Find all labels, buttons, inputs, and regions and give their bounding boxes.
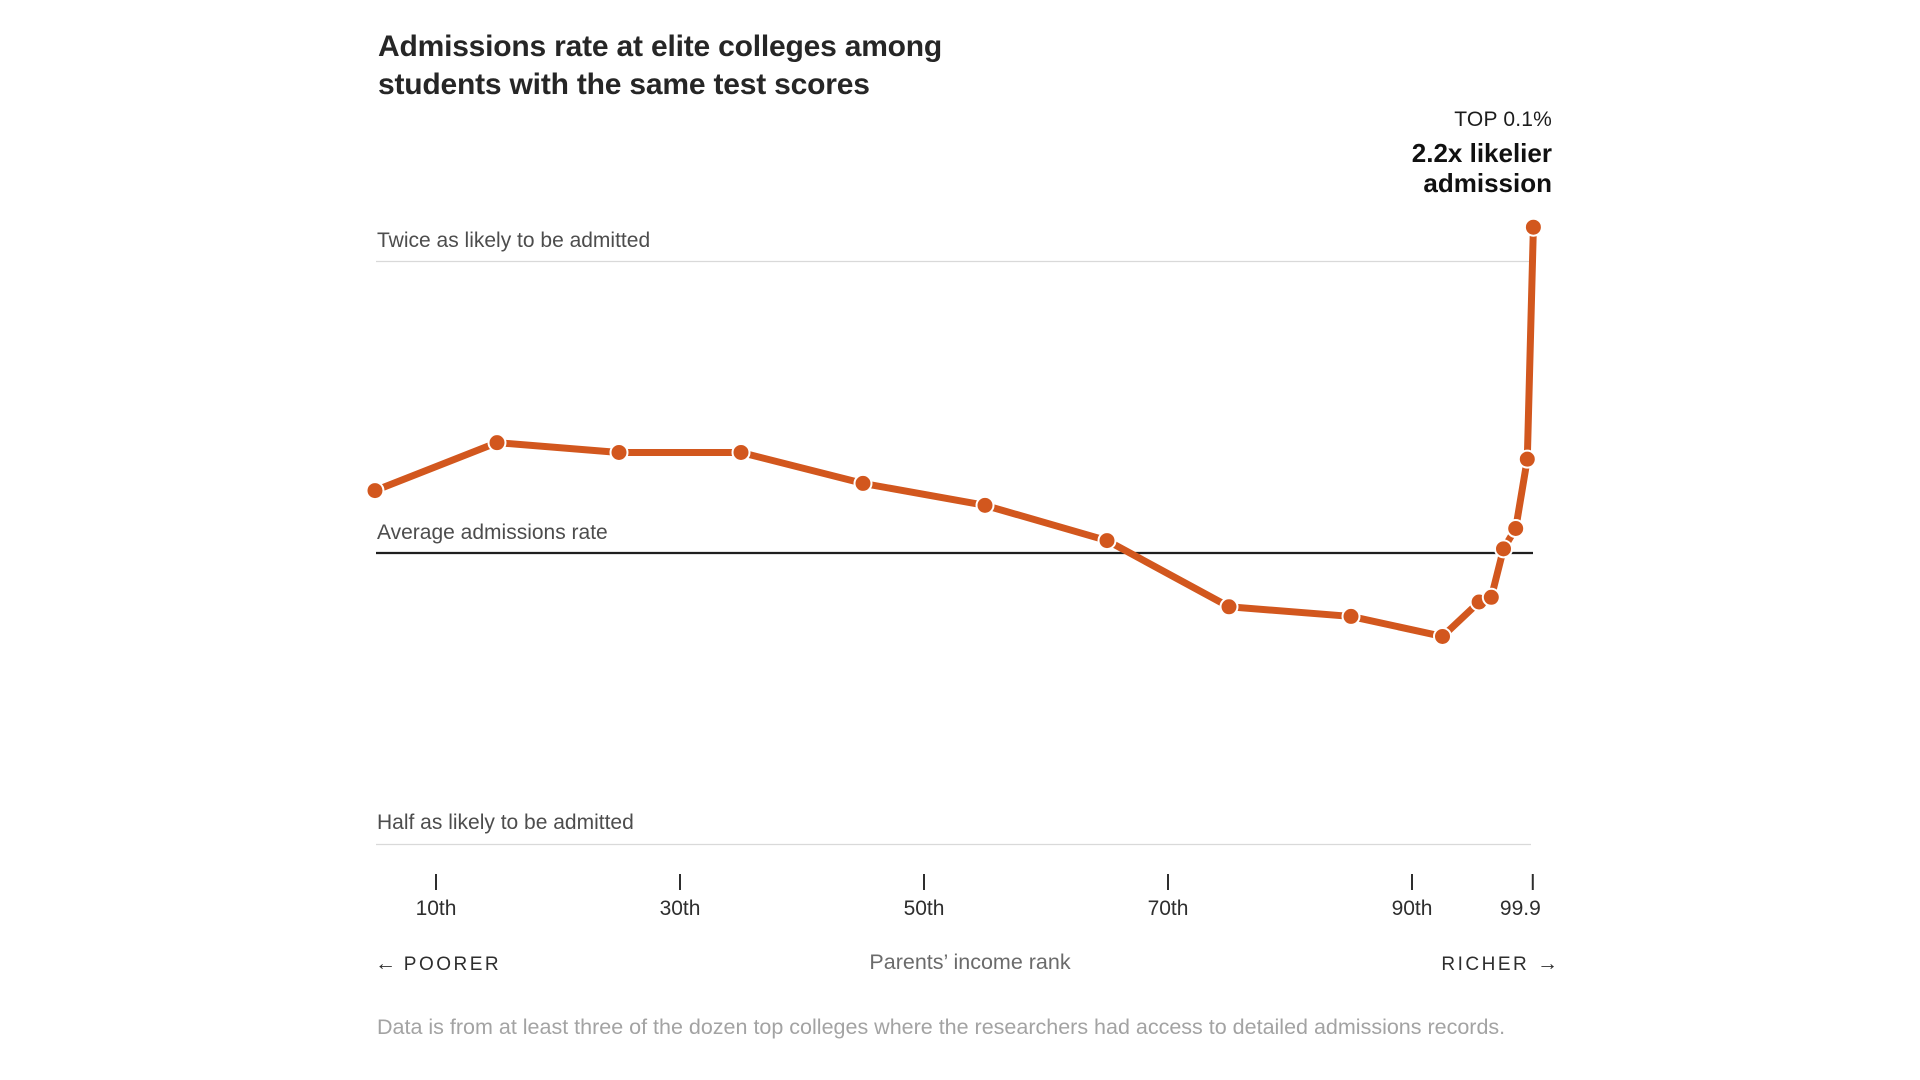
x-tick-label: 50th <box>903 897 945 920</box>
data-line <box>371 223 1537 640</box>
reference-label-half: Half as likely to be admitted <box>377 811 634 834</box>
data-point <box>1481 587 1501 607</box>
data-point <box>1506 518 1526 538</box>
data-point <box>365 481 385 501</box>
peak-annotation: TOP 0.1% 2.2x likelier admission <box>1292 108 1552 198</box>
data-point <box>1341 606 1361 626</box>
data-point <box>487 433 507 453</box>
x-tick-label: 30th <box>659 897 701 920</box>
data-point <box>731 442 751 462</box>
data-point <box>1494 539 1513 559</box>
chart-footnote: Data is from at least three of the dozen… <box>377 1015 1506 1039</box>
data-point <box>1523 217 1543 237</box>
x-tick-label: 90th <box>1391 897 1433 920</box>
x-axis-caption-poorer: ← POORER <box>375 952 501 976</box>
data-point <box>1433 626 1452 646</box>
reference-label-average: Average admissions rate <box>377 521 608 544</box>
x-tick-label: 99.9 <box>1499 897 1541 920</box>
data-point <box>853 473 873 493</box>
x-tick-label: 70th <box>1147 897 1189 920</box>
arrow-left-icon: ← <box>375 952 396 975</box>
richer-label: RICHER <box>1441 954 1530 975</box>
chart-title: Admissions rate at elite colleges among … <box>378 30 943 101</box>
data-point <box>609 442 629 462</box>
poorer-label: POORER <box>403 954 502 975</box>
arrow-right-icon: → <box>1537 952 1558 975</box>
data-point <box>1097 531 1117 551</box>
reference-label-twice: Twice as likely to be admitted <box>377 229 651 252</box>
x-axis-caption-richer: RICHER → <box>1441 952 1558 976</box>
annotation-kicker: TOP 0.1% <box>1454 108 1552 131</box>
data-point <box>975 495 995 515</box>
annotation-value: 2.2x likelier admission <box>1411 138 1552 198</box>
x-tick-label: 10th <box>415 897 457 920</box>
x-axis-title: Parents’ income rank <box>869 950 1071 974</box>
data-point <box>1517 449 1537 469</box>
data-point <box>1219 597 1239 617</box>
